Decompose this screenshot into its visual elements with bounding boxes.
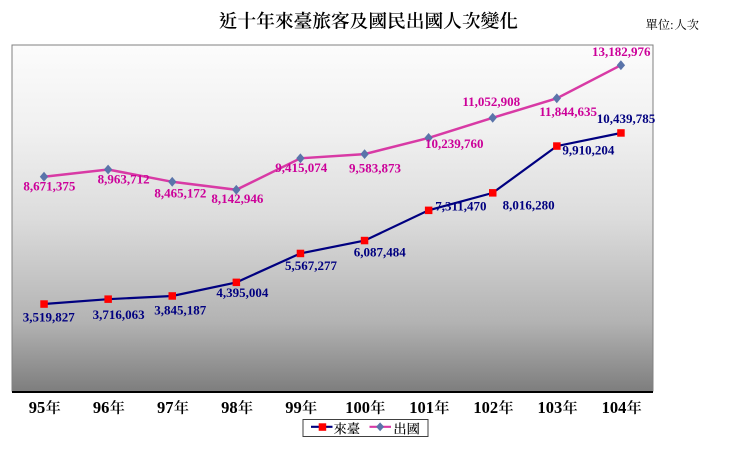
svg-text:98: 98 (221, 398, 238, 417)
svg-text:9,415,074: 9,415,074 (275, 160, 328, 175)
svg-text:5,567,277: 5,567,277 (285, 258, 338, 273)
svg-text:95: 95 (29, 398, 46, 417)
svg-text:99: 99 (285, 398, 302, 417)
svg-text:8,671,375: 8,671,375 (23, 178, 76, 193)
svg-text::: : (670, 18, 673, 32)
svg-text:7,311,470: 7,311,470 (435, 198, 486, 213)
svg-text:3,519,827: 3,519,827 (23, 309, 76, 324)
svg-text:97: 97 (157, 398, 174, 417)
svg-text:9,910,204: 9,910,204 (562, 142, 615, 157)
svg-text:3,716,063: 3,716,063 (93, 307, 146, 322)
svg-text:11,844,635: 11,844,635 (539, 104, 597, 119)
svg-text:8,963,712: 8,963,712 (98, 171, 150, 186)
svg-text:8,142,946: 8,142,946 (211, 191, 264, 206)
svg-text:13,182,976: 13,182,976 (592, 44, 651, 59)
svg-text:100: 100 (345, 398, 370, 417)
svg-text:10,239,760: 10,239,760 (425, 136, 484, 151)
svg-text:102: 102 (473, 398, 498, 417)
svg-text:4,395,004: 4,395,004 (216, 285, 269, 300)
svg-text:103: 103 (538, 398, 563, 417)
svg-text:10,439,785: 10,439,785 (597, 111, 656, 126)
svg-text:96: 96 (93, 398, 110, 417)
svg-text:8,016,280: 8,016,280 (503, 198, 555, 213)
svg-text:8,465,172: 8,465,172 (154, 185, 206, 200)
svg-text:11,052,908: 11,052,908 (462, 94, 520, 109)
svg-text:9,583,873: 9,583,873 (349, 160, 402, 175)
svg-text:104: 104 (602, 398, 627, 417)
svg-text:101: 101 (409, 398, 434, 417)
svg-text:3,845,187: 3,845,187 (154, 302, 207, 317)
svg-text:6,087,484: 6,087,484 (354, 244, 407, 259)
